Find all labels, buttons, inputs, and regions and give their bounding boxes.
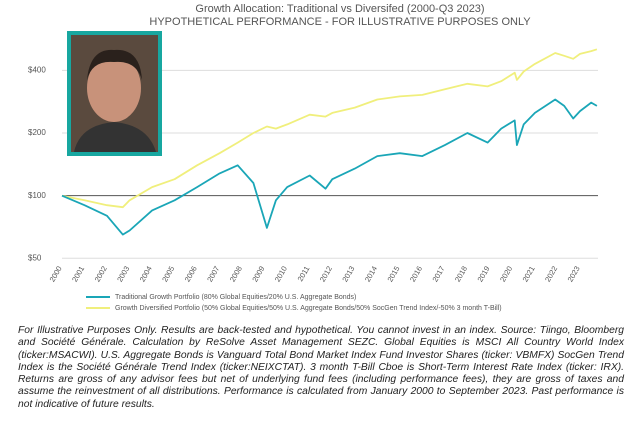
- x-tick-label: 2014: [363, 265, 379, 284]
- x-tick-label: 2017: [430, 265, 446, 284]
- x-tick-label: 2002: [93, 265, 109, 284]
- x-tick-label: 2019: [475, 265, 491, 284]
- x-tick-label: 2016: [408, 265, 424, 284]
- photo-shirt: [74, 122, 156, 152]
- chart-subtitle: HYPOTHETICAL PERFORMANCE - FOR ILLUSTRAT…: [149, 16, 531, 28]
- legend-label: Growth Diversified Portfolio (50% Global…: [115, 305, 502, 312]
- x-tick-label: 2004: [138, 265, 154, 284]
- y-tick-label: $400: [28, 66, 46, 75]
- x-tick-label: 2020: [498, 265, 514, 284]
- x-tick-label: 2013: [340, 265, 356, 284]
- x-tick-label: 2011: [296, 265, 312, 283]
- series-line: [61, 48, 598, 209]
- chart-title: Growth Allocation: Traditional vs Divers…: [195, 3, 484, 15]
- x-tick-label: 2023: [566, 265, 582, 284]
- chart: Growth Allocation: Traditional vs Divers…: [28, 3, 598, 312]
- x-tick-label: 2021: [521, 265, 537, 284]
- photo: [67, 31, 162, 156]
- x-tick-label: 2012: [318, 265, 334, 284]
- x-tick-label: 2015: [385, 265, 401, 284]
- x-tick-label: 2009: [250, 265, 266, 284]
- legend: Traditional Growth Portfolio (80% Global…: [86, 294, 502, 312]
- x-tick-label: 2005: [160, 265, 176, 284]
- disclaimer: For Illustrative Purposes Only. Results …: [18, 325, 624, 410]
- y-tick-label: $100: [28, 191, 46, 200]
- x-tick-label: 2006: [183, 265, 199, 284]
- photo-face: [87, 54, 141, 122]
- x-tick-label: 2007: [205, 265, 221, 284]
- x-tick-label: 2022: [543, 265, 559, 284]
- series-line: [61, 98, 598, 236]
- y-tick-label: $50: [28, 253, 42, 262]
- x-tick-label: 2001: [70, 265, 86, 284]
- x-tick-label: 2018: [453, 265, 469, 284]
- y-tick-label: $200: [28, 128, 46, 137]
- x-tick-label: 2000: [48, 265, 64, 284]
- photo-hair: [87, 49, 142, 80]
- x-tick-label: 2008: [228, 265, 244, 284]
- x-tick-label: 2003: [115, 265, 131, 284]
- legend-label: Traditional Growth Portfolio (80% Global…: [115, 294, 356, 301]
- x-tick-label: 2010: [273, 265, 289, 284]
